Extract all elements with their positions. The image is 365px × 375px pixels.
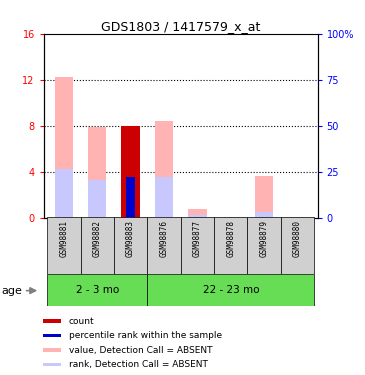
Text: GSM98878: GSM98878 xyxy=(226,220,235,257)
Text: value, Detection Call = ABSENT: value, Detection Call = ABSENT xyxy=(69,346,212,355)
Text: age: age xyxy=(2,286,23,296)
Bar xyxy=(181,217,214,274)
Bar xyxy=(122,126,140,218)
Bar xyxy=(43,334,61,338)
Bar xyxy=(43,363,61,366)
Bar xyxy=(126,177,135,218)
Bar xyxy=(255,212,273,217)
Bar xyxy=(155,177,173,218)
Text: GSM98883: GSM98883 xyxy=(126,220,135,257)
Bar xyxy=(281,217,314,274)
Bar xyxy=(81,217,114,274)
Text: GSM98877: GSM98877 xyxy=(193,220,202,257)
Text: percentile rank within the sample: percentile rank within the sample xyxy=(69,331,222,340)
Text: GSM98882: GSM98882 xyxy=(93,220,102,257)
Bar xyxy=(188,215,207,217)
Bar xyxy=(247,217,281,274)
Text: 2 - 3 mo: 2 - 3 mo xyxy=(76,285,119,295)
Bar xyxy=(147,217,181,274)
Bar xyxy=(47,217,81,274)
Bar xyxy=(255,176,273,218)
Bar xyxy=(147,274,314,306)
Text: GSM98881: GSM98881 xyxy=(59,220,68,257)
Bar xyxy=(43,320,61,323)
Bar xyxy=(88,127,106,218)
Text: GSM98880: GSM98880 xyxy=(293,220,302,257)
Bar xyxy=(155,121,173,218)
Bar xyxy=(188,210,207,218)
Text: 22 - 23 mo: 22 - 23 mo xyxy=(203,285,259,295)
Bar xyxy=(43,348,61,352)
Bar xyxy=(47,274,147,306)
Text: rank, Detection Call = ABSENT: rank, Detection Call = ABSENT xyxy=(69,360,207,369)
Text: GSM98879: GSM98879 xyxy=(260,220,269,257)
Text: GSM98876: GSM98876 xyxy=(160,220,169,257)
Bar xyxy=(55,169,73,217)
Bar xyxy=(214,217,247,274)
Bar xyxy=(55,77,73,218)
Text: count: count xyxy=(69,316,94,326)
Bar xyxy=(88,180,106,218)
Bar xyxy=(122,126,140,218)
Bar xyxy=(114,217,147,274)
Bar xyxy=(122,177,140,218)
Title: GDS1803 / 1417579_x_at: GDS1803 / 1417579_x_at xyxy=(101,20,260,33)
